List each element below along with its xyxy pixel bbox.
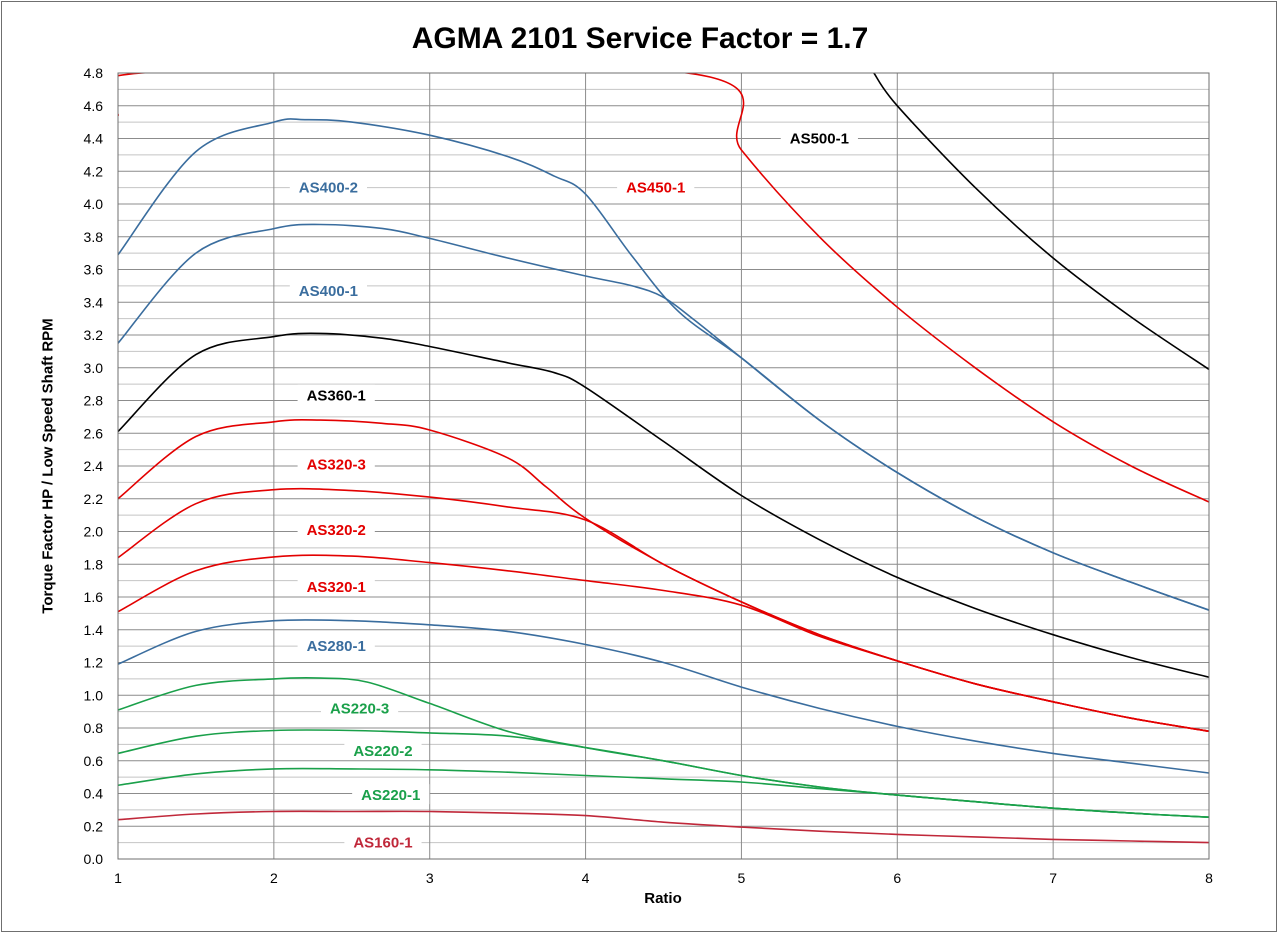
- series-line-as360-1: [118, 332, 1209, 678]
- x-tick-label: 5: [738, 870, 746, 886]
- plot-border: [117, 72, 1210, 860]
- chart-title: AGMA 2101 Service Factor = 1.7: [411, 22, 869, 55]
- y-tick-label: 0.8: [84, 720, 104, 736]
- series-line-as500-1: [873, 73, 1209, 371]
- y-tick-label: 1.8: [84, 556, 104, 572]
- series-line-as220-3: [118, 676, 1209, 818]
- series-label-bg: [344, 739, 422, 760]
- y-tick-label: 0.0: [84, 851, 104, 867]
- series-label-bg: [320, 697, 399, 718]
- series-label-bg: [297, 453, 375, 474]
- x-tick-label: 6: [893, 870, 901, 886]
- series-label: AS320-1: [307, 579, 366, 596]
- x-tick-label: 8: [1205, 870, 1213, 886]
- y-tick-label: 2.4: [84, 458, 104, 474]
- y-tick-label: 3.2: [84, 327, 104, 343]
- series-label-bg: [297, 576, 375, 597]
- y-tick-label: 3.8: [84, 229, 104, 245]
- series-label-bg: [297, 384, 375, 405]
- y-tick-label: 0.4: [84, 786, 104, 802]
- x-tick-label: 4: [582, 870, 590, 886]
- x-axis-label: Ratio: [644, 890, 682, 907]
- series-label-bg: [617, 176, 695, 197]
- y-tick-label: 2.2: [84, 491, 104, 507]
- series-label-bg: [289, 176, 368, 197]
- y-tick-label: 1.0: [84, 687, 104, 703]
- y-tick-label: 2.0: [84, 524, 104, 540]
- series-label: AS220-3: [330, 700, 389, 717]
- series-label: AS360-1: [307, 388, 366, 405]
- series-line-as400-2: [118, 118, 1209, 611]
- series-label-bg: [780, 127, 858, 148]
- series-line-as160-1: [118, 810, 1209, 844]
- y-tick-label: 3.6: [84, 262, 104, 278]
- y-tick-label: 4.8: [84, 65, 104, 81]
- y-tick-label: 4.0: [84, 196, 104, 212]
- series-label: AS320-3: [307, 456, 366, 473]
- y-tick-label: 0.2: [84, 818, 104, 834]
- y-tick-label: 1.2: [84, 655, 104, 671]
- series-label-bg: [297, 518, 375, 539]
- series-label-bg: [344, 831, 422, 852]
- series-label: AS450-1: [626, 180, 685, 197]
- series-label: AS220-1: [361, 787, 420, 804]
- series-label-bg: [297, 635, 375, 656]
- series-line-as320-3: [118, 419, 1209, 733]
- series-label: AS500-1: [790, 131, 849, 148]
- x-tick-label: 7: [1049, 870, 1057, 886]
- series-label: AS160-1: [353, 835, 412, 852]
- y-tick-label: 3.4: [84, 294, 104, 310]
- x-tick-label: 3: [426, 870, 434, 886]
- series-line-as450-1: [118, 73, 1209, 503]
- y-tick-label: 1.4: [84, 622, 104, 638]
- series-label-bg: [352, 784, 430, 805]
- y-tick-label: 4.4: [84, 131, 104, 147]
- y-tick-label: 4.2: [84, 163, 104, 179]
- x-tick-label: 2: [270, 870, 278, 886]
- y-tick-label: 2.6: [84, 425, 104, 441]
- series-label: AS220-2: [353, 743, 412, 760]
- series-label: AS400-1: [299, 283, 358, 300]
- series-line-as280-1: [118, 619, 1209, 774]
- series-label: AS320-2: [307, 522, 366, 539]
- series-label-bg: [289, 279, 368, 300]
- y-tick-label: 4.6: [84, 98, 104, 114]
- y-tick-label: 2.8: [84, 393, 104, 409]
- series-label: AS280-1: [307, 638, 366, 655]
- y-tick-label: 1.6: [84, 589, 104, 605]
- y-tick-label: 0.6: [84, 753, 104, 769]
- series-label: AS400-2: [299, 180, 358, 197]
- y-tick-label: 3.0: [84, 360, 104, 376]
- x-tick-label: 1: [114, 870, 122, 886]
